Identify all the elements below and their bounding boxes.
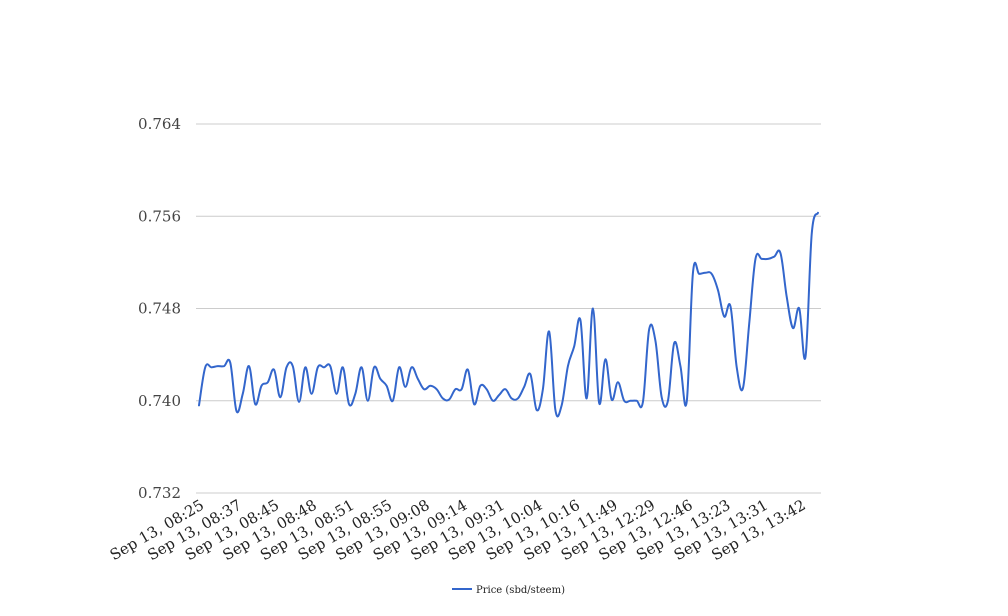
legend: Price (sbd/steem) [452,585,565,596]
y-tick-label: 0.764 [138,115,181,133]
series-lines [198,211,819,418]
y-tick-label: 0.732 [138,484,181,502]
series-line-price [198,211,819,418]
legend-label: Price (sbd/steem) [476,585,565,596]
y-axis-ticks: 0.732 0.740 0.748 0.756 0.764 [138,115,181,502]
y-tick-label: 0.756 [138,207,181,225]
y-tick-label: 0.740 [138,392,181,410]
y-tick-label: 0.748 [138,300,181,318]
